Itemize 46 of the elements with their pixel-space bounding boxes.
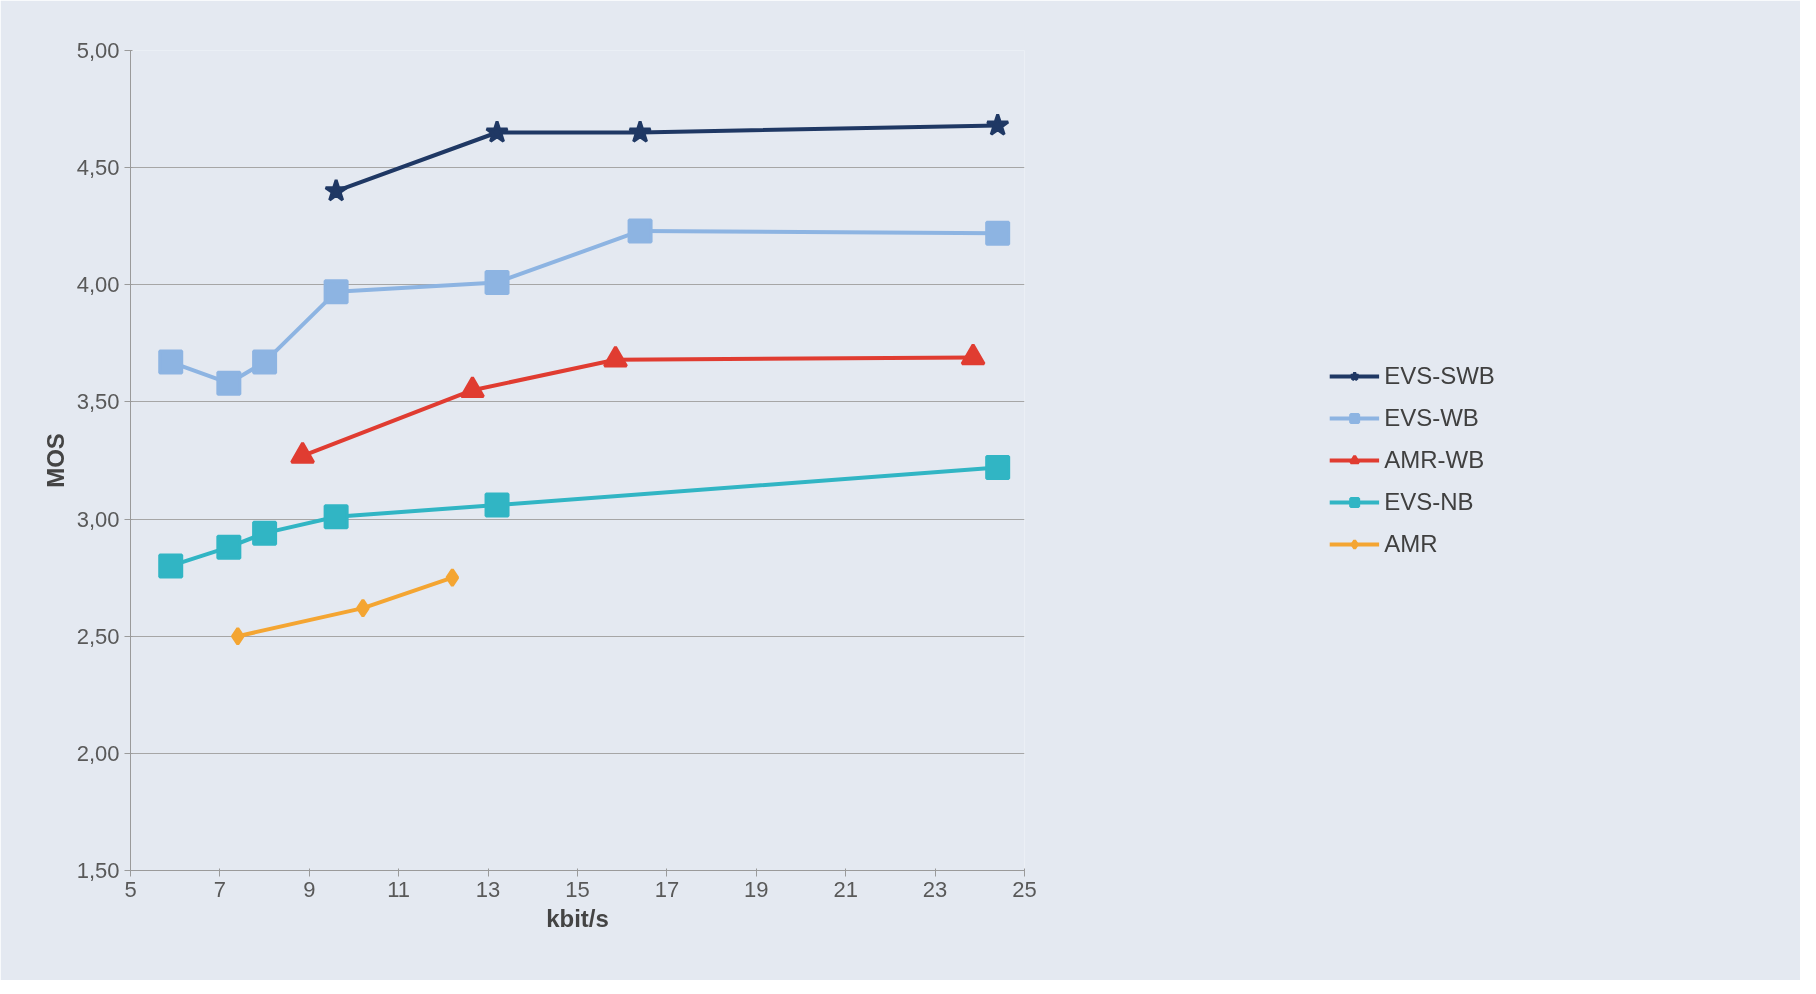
point (628, 120, 653, 143)
point (985, 455, 1011, 481)
point (252, 520, 278, 546)
x-axis-title: kbit/s (546, 904, 609, 932)
legend-label: EVS-WB (1384, 404, 1479, 432)
point (158, 553, 184, 579)
y-tick-label: 1,50 (76, 858, 120, 883)
point (484, 269, 510, 295)
point (158, 349, 184, 375)
x-tick-label: 23 (922, 876, 948, 902)
y-axis-title: MOS (41, 433, 69, 488)
x-tick-label: 13 (475, 876, 501, 902)
x-tick-label: 21 (833, 876, 858, 902)
y-tick-label: 5,00 (76, 38, 120, 63)
x-tick-label: 15 (565, 876, 590, 902)
legend-label: EVS-SWB (1384, 362, 1495, 390)
x-tick-label: 19 (744, 876, 769, 902)
y-tick-label: 4,00 (76, 272, 120, 298)
point (627, 218, 653, 244)
point (356, 598, 370, 618)
point (324, 178, 349, 202)
point (323, 504, 349, 530)
point (985, 220, 1011, 246)
point (985, 112, 1010, 136)
x-tick-label: 25 (1012, 876, 1037, 902)
point (484, 492, 510, 518)
x-tick-label: 5 (124, 876, 137, 902)
point (445, 568, 460, 588)
x-tick-label: 9 (303, 876, 316, 902)
x-tick-label: 11 (387, 876, 411, 902)
legend-label: AMR-WB (1384, 446, 1485, 474)
legend-label: AMR (1384, 530, 1438, 558)
point (216, 534, 242, 560)
point (252, 349, 278, 375)
x-tick-label: 7 (213, 876, 227, 902)
y-tick-label: 3,00 (76, 506, 120, 532)
point (323, 279, 349, 305)
point (485, 120, 509, 143)
point (230, 626, 245, 646)
y-tick-label: 2,50 (76, 623, 120, 649)
x-tick-label: 17 (654, 876, 680, 902)
point (216, 370, 242, 396)
y-tick-label: 2,00 (76, 740, 120, 766)
y-tick-label: 4,50 (76, 155, 120, 181)
legend-label: EVS-NB (1384, 488, 1474, 516)
y-tick-label: 3,50 (76, 389, 120, 415)
